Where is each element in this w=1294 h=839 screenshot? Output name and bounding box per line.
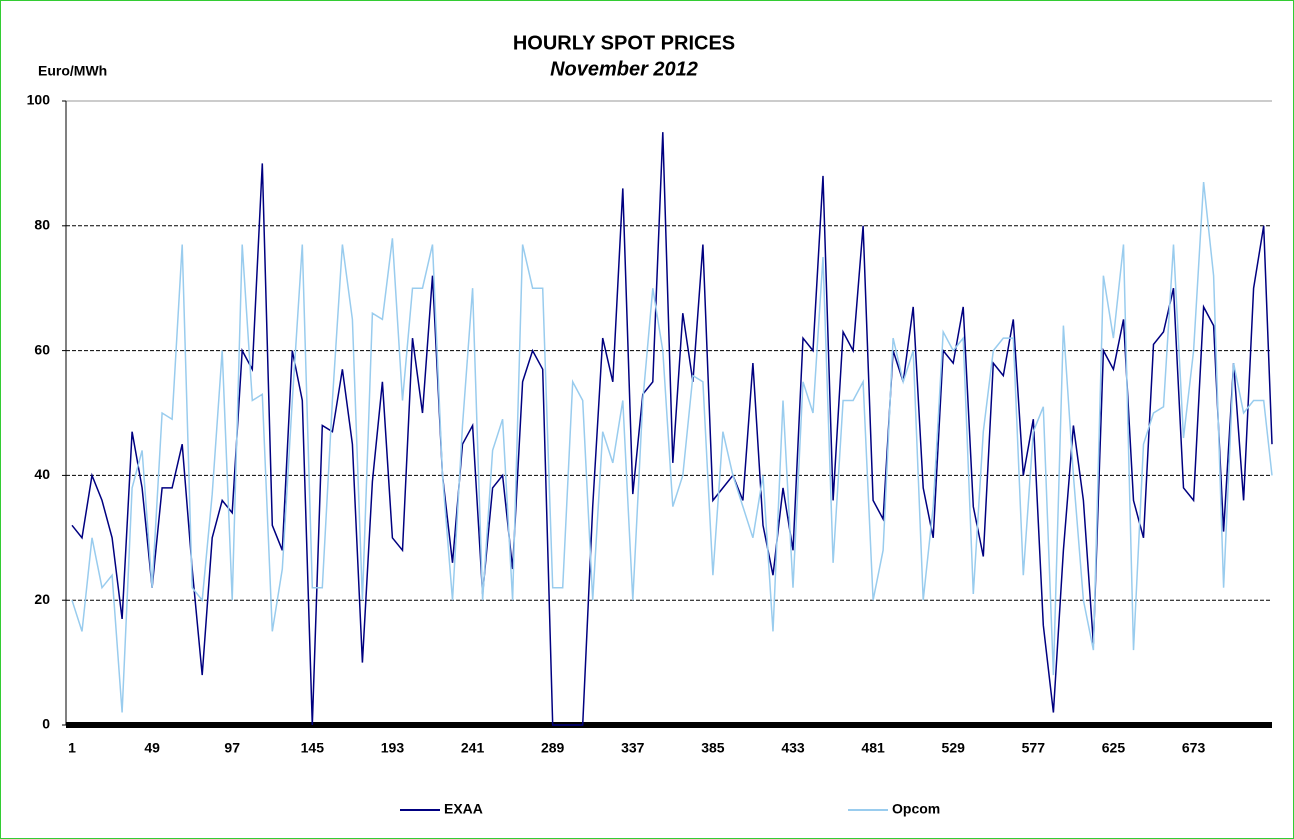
- x-tick-label: 289: [541, 740, 565, 756]
- x-tick-label: 145: [301, 740, 325, 756]
- x-tick-label: 673: [1182, 740, 1206, 756]
- y-tick-label: 40: [34, 466, 50, 482]
- chart-title: HOURLY SPOT PRICES: [513, 32, 735, 54]
- x-tick-label: 625: [1102, 740, 1126, 756]
- chart-subtitle: November 2012: [550, 58, 698, 80]
- x-tick-label: 97: [224, 740, 240, 756]
- legend-label: Opcom: [892, 801, 940, 817]
- x-tick-label: 337: [621, 740, 645, 756]
- x-tick-label: 385: [701, 740, 725, 756]
- x-tick-label: 193: [381, 740, 405, 756]
- x-tick-label: 577: [1022, 740, 1046, 756]
- legend-label: EXAA: [444, 801, 483, 817]
- y-tick-label: 100: [27, 92, 51, 108]
- series-line: [71, 132, 1273, 726]
- series-line: [71, 182, 1273, 713]
- y-tick-label: 60: [34, 341, 50, 357]
- x-tick-label: 481: [861, 740, 885, 756]
- y-tick-label: 20: [34, 591, 50, 607]
- y-tick-label: 0: [42, 716, 50, 732]
- y-tick-label: 80: [34, 217, 50, 233]
- x-tick-label: 49: [144, 740, 160, 756]
- y-axis-label: Euro/MWh: [38, 63, 107, 79]
- x-tick-label: 433: [781, 740, 805, 756]
- x-tick-label: 529: [942, 740, 966, 756]
- x-tick-label: 1: [68, 740, 76, 756]
- x-tick-label: 241: [461, 740, 485, 756]
